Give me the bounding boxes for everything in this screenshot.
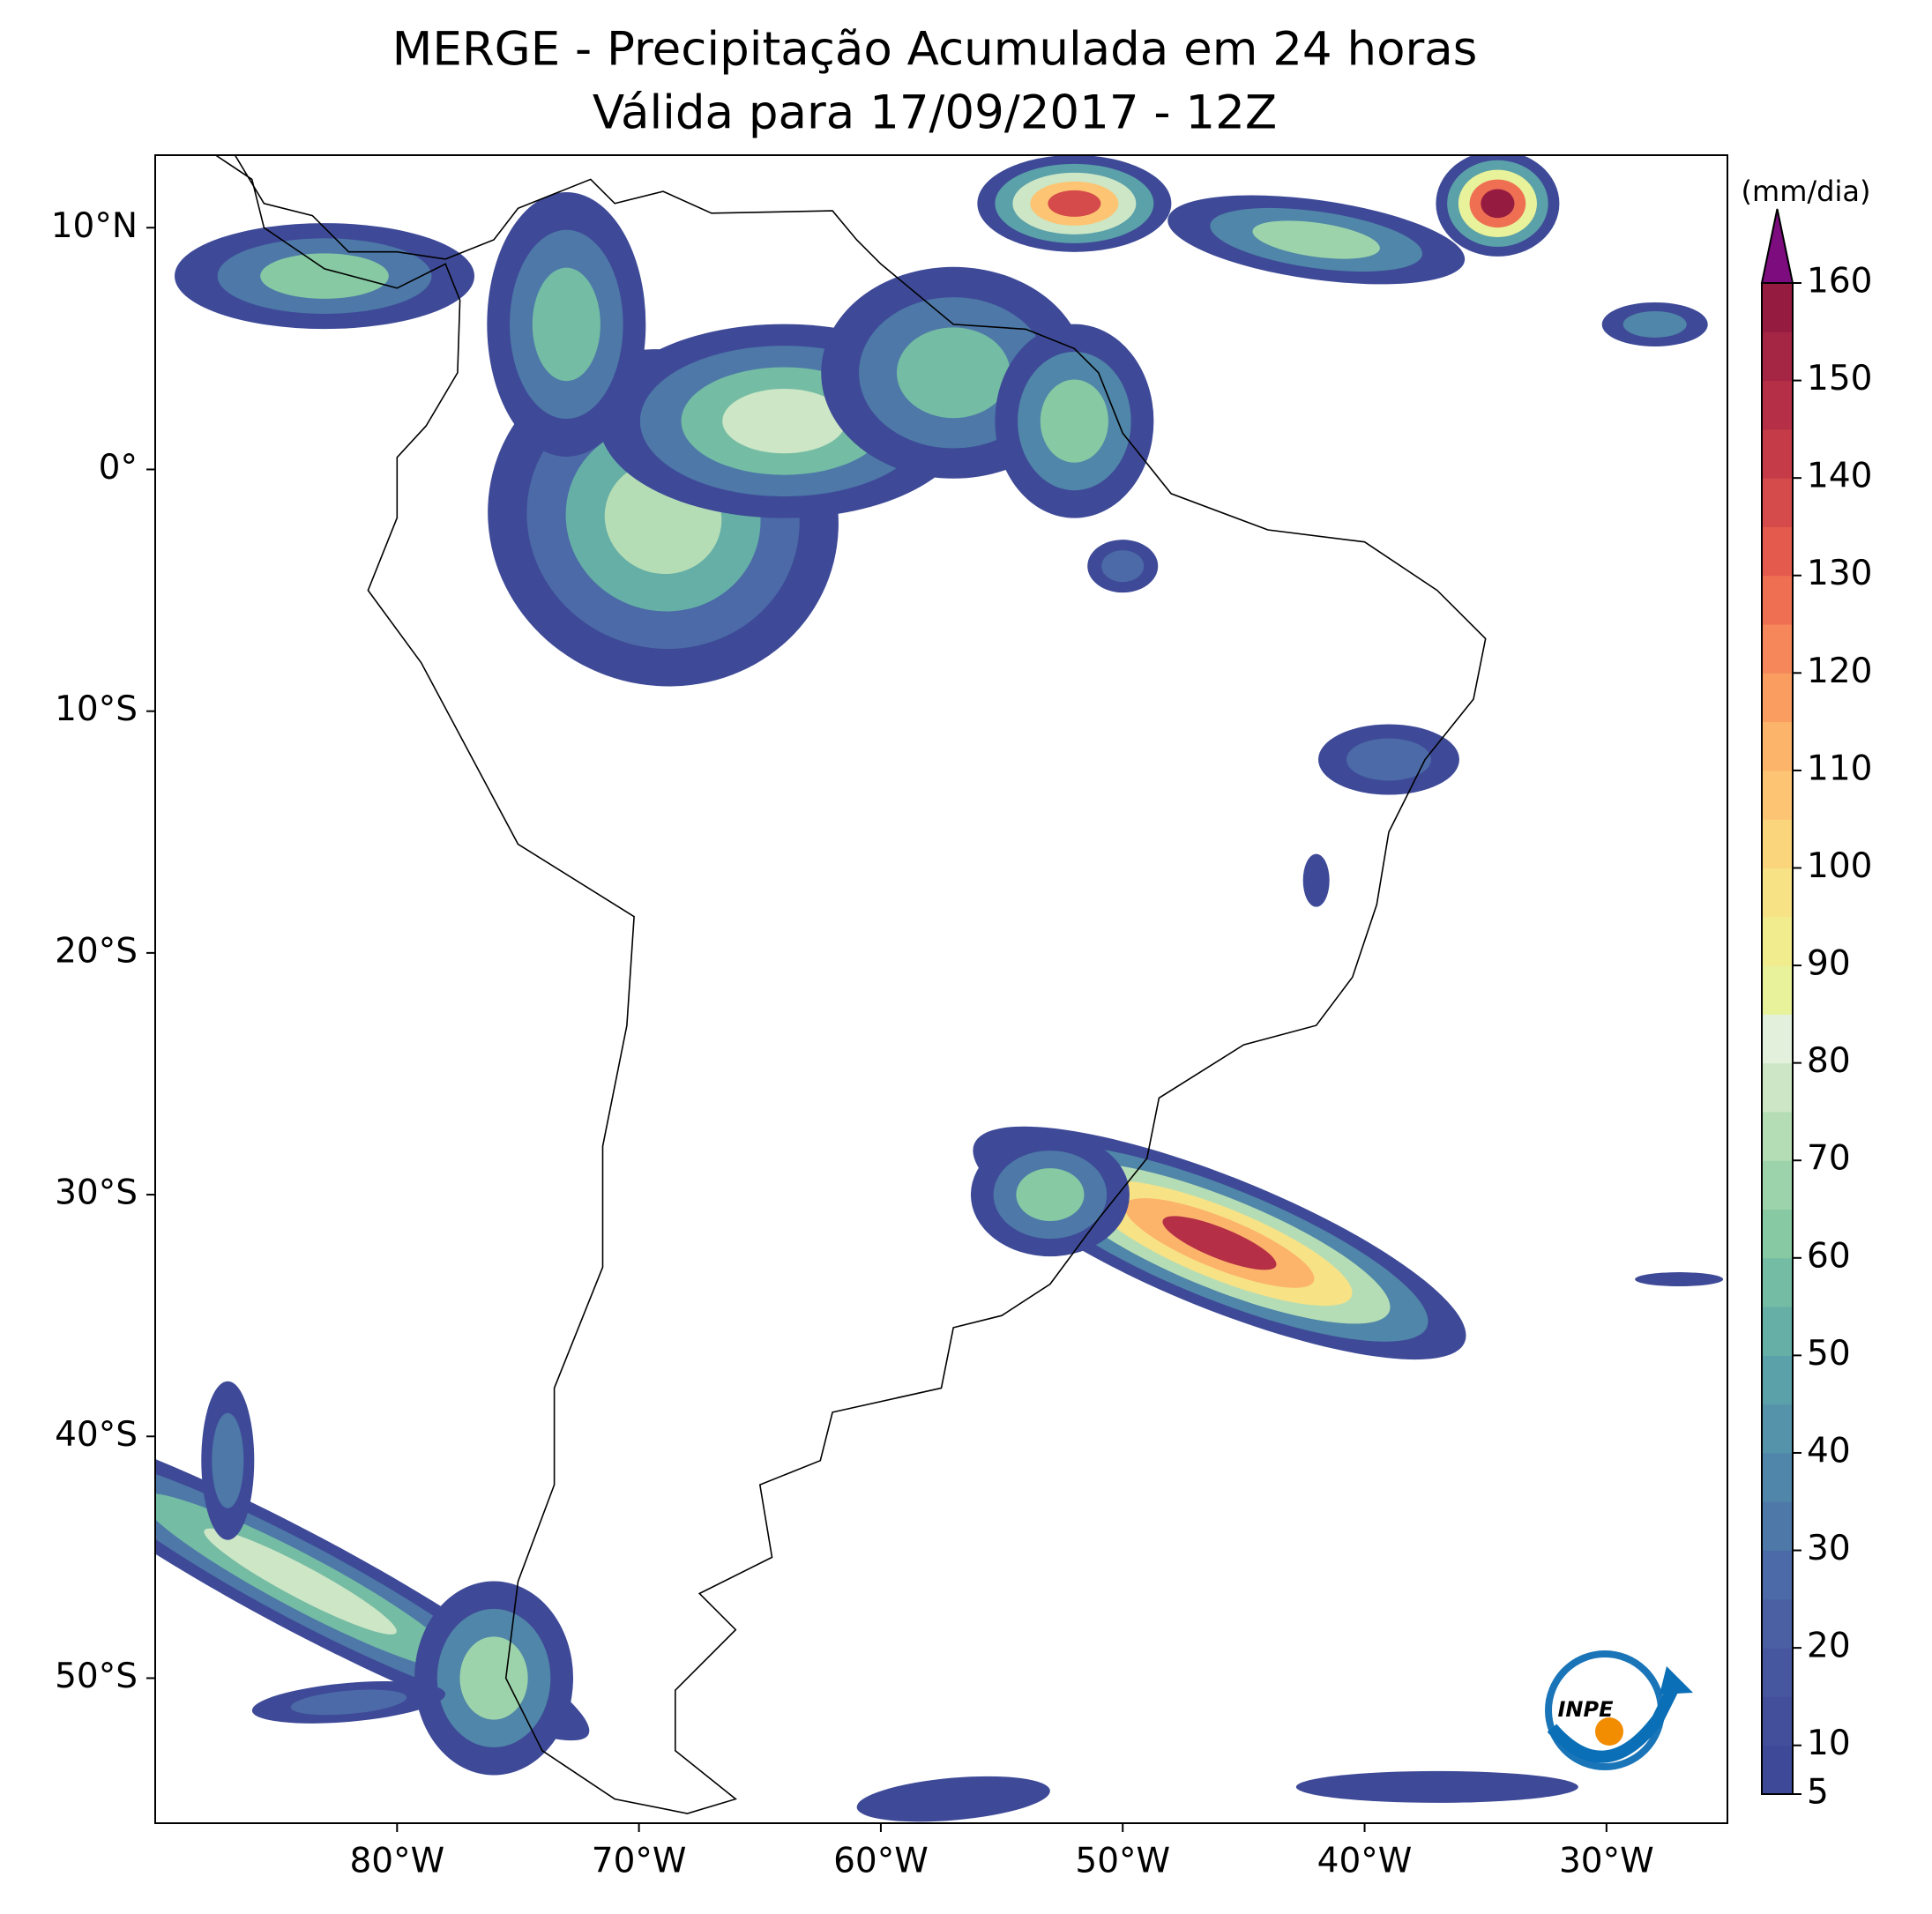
colorbar-tick-label: 80 [1807,1041,1851,1081]
rain-area [1048,190,1101,217]
colorbar-tick-label: 10 [1807,1724,1851,1763]
rain-area [1481,189,1515,219]
x-tick-label: 30°W [1559,1842,1654,1881]
colorbar-band [1762,1062,1793,1113]
colorbar-band [1762,965,1793,1015]
colorbar-band [1762,770,1793,820]
colorbar-band [1762,478,1793,527]
colorbar-band [1762,1501,1793,1552]
colorbar-band [1762,1404,1793,1454]
colorbar-band [1762,916,1793,966]
colorbar-extend [1760,208,1794,284]
coastline-path [214,155,1487,1814]
colorbar-tick-label: 90 [1807,944,1851,984]
colorbar-tick-label: 120 [1807,652,1872,691]
colorbar-band [1762,1160,1793,1210]
rain-area [212,1412,244,1508]
rain-area [260,253,389,299]
colorbar: (mm/dia) 5 10 20 30 40 50 60 70 80 90 100 110 120 130 1… [1742,175,1873,1813]
x-tick-label: 60°W [833,1842,929,1881]
x-tick-label: 50°W [1075,1842,1170,1881]
colorbar-band [1762,380,1793,430]
y-tick-label: 20°S [55,931,138,971]
colorbar-band [1762,624,1793,674]
colorbar-tick-label: 70 [1807,1139,1851,1179]
colorbar-tick-label: 30 [1807,1529,1851,1568]
colorbar-tick-label: 20 [1807,1627,1851,1666]
y-tick-label: 30°S [55,1173,138,1213]
x-tick-label: 80°W [349,1842,444,1881]
colorbar-tick-label: 140 [1807,457,1872,496]
colorbar-band [1762,1257,1793,1307]
colorbar-band [1762,1014,1793,1064]
colorbar-band [1762,819,1793,868]
rain-area [532,267,600,382]
rain-area [856,1776,1050,1822]
colorbar-tick-label: 60 [1807,1236,1851,1276]
x-tick-label: 40°W [1317,1842,1413,1881]
colorbar-band [1762,1111,1793,1161]
colorbar-band [1762,1696,1793,1746]
logo-text: INPE [1558,1697,1615,1722]
colorbar-band [1762,868,1793,918]
subtitle: Válida para 17/09/2017 - 12Z [593,86,1277,140]
rain-area [1252,220,1380,259]
colorbar-tick-label: 5 [1807,1773,1829,1813]
rain-area [1162,1216,1277,1270]
colorbar-band [1762,283,1793,332]
colorbar-band [1762,1209,1793,1259]
colorbar-tick-label: 50 [1807,1334,1851,1374]
colorbar-band [1762,331,1793,382]
colorbar-tick-label: 150 [1807,359,1872,398]
rain-area [1295,1770,1578,1803]
colorbar-label: (mm/dia) [1742,175,1871,208]
colorbar-frame [1761,282,1794,1795]
colorbar-band [1762,428,1793,479]
rain-area [722,388,847,454]
colorbar-band [1762,1550,1793,1600]
logo: INPE [1545,1650,1693,1770]
title: MERGE - Precipitação Acumulada em 24 hor… [392,23,1478,77]
colorbar-band [1762,1648,1793,1697]
precipitation-field [155,155,1724,1822]
rain-area [1101,550,1145,583]
y-tick-label: 10°S [55,689,138,729]
rain-area [1302,853,1330,907]
colorbar-tick-label: 110 [1807,748,1872,788]
colorbar-band [1762,1307,1793,1356]
rain-area [1622,310,1687,338]
rain-area [204,1528,397,1635]
colorbar-band [1762,721,1793,771]
coastline [214,155,1487,1814]
colorbar-band [1762,1452,1793,1502]
y-tick-label: 0° [99,448,138,488]
y-tick-label: 50°S [55,1657,138,1696]
map-frame [154,154,1728,1824]
colorbar-band [1762,1355,1793,1405]
colorbar-band [1762,1745,1793,1795]
colorbar-band [1762,575,1793,625]
rain-area [896,327,1011,419]
y-tick-label: 40°S [55,1415,138,1455]
rain-area [290,1689,407,1716]
rain-area [1016,1168,1085,1222]
colorbar-tick-label: 100 [1807,846,1872,886]
y-tick-label: 10°N [51,206,138,246]
rain-area [1040,379,1108,463]
x-tick-label: 70°W [592,1842,687,1881]
rain-area [459,1636,528,1720]
rain-area [1346,738,1431,781]
colorbar-band [1762,673,1793,723]
colorbar-tick-label: 130 [1807,554,1872,593]
colorbar-tick-label: 40 [1807,1431,1851,1471]
colorbar-band [1762,526,1793,577]
colorbar-tick-label: 160 [1807,262,1872,302]
axis-ticks: 80°W 70°W 60°W 50°W 40°W 30°W 10°N 0° 10°S 20°S 30… [51,206,1654,1881]
rain-area [1635,1272,1724,1287]
colorbar-band [1762,1598,1793,1649]
